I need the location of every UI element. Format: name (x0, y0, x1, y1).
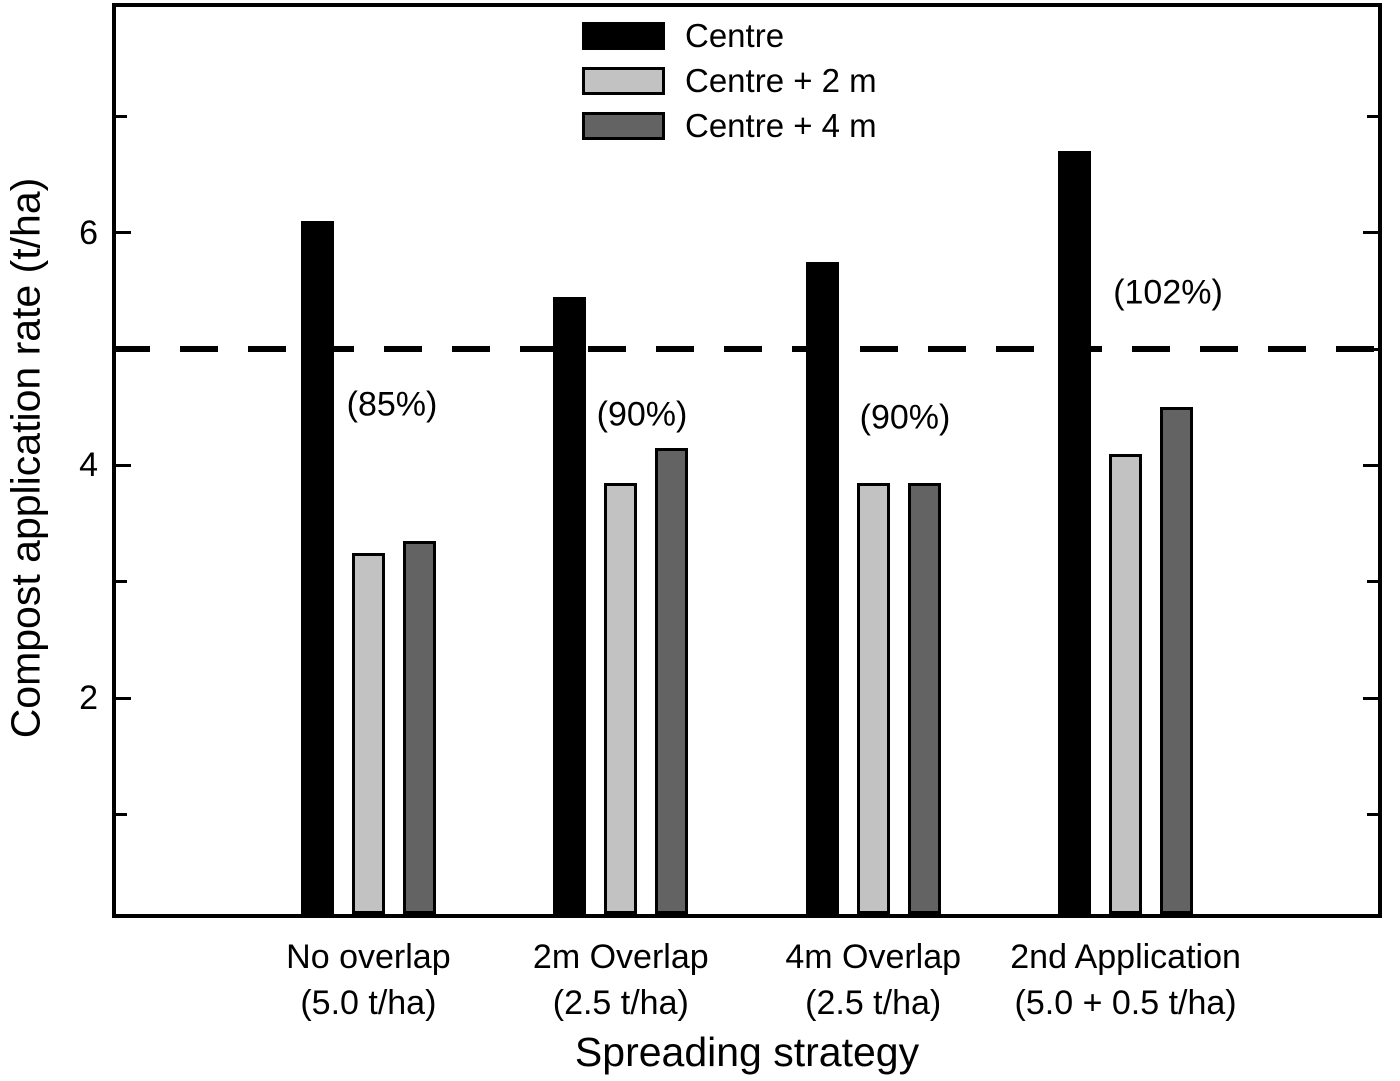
x-category-line-2: (2.5 t/ha) (552, 984, 689, 1022)
bar-centre-2-m-2nd-application (1109, 453, 1143, 914)
y-tick-label-4: 4 (79, 446, 98, 485)
plot-area: Centre Centre + 2 m Centre + 4 m (112, 3, 1400, 918)
x-category-line-2: (5.0 + 0.5 t/ha) (1014, 984, 1237, 1022)
legend-swatch-centre (582, 22, 665, 50)
bar-centre-4-m-4m-overlap (907, 482, 941, 914)
legend-label-centre-4-m: Centre + 4 m (685, 107, 877, 144)
left-axis-tick-2 (116, 696, 131, 700)
x-category-label-no-overlap: No overlap (5.0 t/ha) (286, 934, 450, 1026)
right-axis-tick-2 (1363, 696, 1378, 700)
right-axis-tick-3 (1367, 580, 1378, 584)
annotation-90: (90%) (859, 398, 951, 437)
bar-centre-2nd-application (1058, 151, 1092, 914)
bar-centre-2-m-no-overlap (351, 552, 385, 914)
left-axis-tick-6 (116, 231, 131, 235)
legend-swatch-centre-2-m (582, 67, 665, 95)
x-category-line-1: No overlap (286, 938, 451, 976)
bar-centre-2-m-2m-overlap (604, 482, 638, 914)
legend-label-centre-2-m: Centre + 2 m (685, 62, 877, 99)
x-category-line-2: (2.5 t/ha) (805, 984, 942, 1022)
left-axis-tick-1 (116, 813, 127, 817)
bar-centre-4-m-no-overlap (402, 541, 436, 914)
right-axis-tick-6 (1363, 231, 1378, 235)
x-category-line-1: 2nd Application (1010, 938, 1241, 976)
y-tick-label-6: 6 (79, 213, 98, 252)
right-axis-tick-1 (1367, 813, 1378, 817)
left-axis-tick-5 (116, 347, 127, 351)
x-category-label-2nd-application: 2nd Application (5.0 + 0.5 t/ha) (1010, 934, 1241, 1026)
bar-centre-2-m-4m-overlap (856, 482, 890, 914)
left-axis-tick-4 (116, 463, 131, 467)
bar-centre-no-overlap (300, 220, 334, 914)
legend-swatch-centre-4-m (582, 112, 665, 140)
legend-label-centre: Centre (685, 17, 785, 54)
bar-centre-4-m-2nd-application (1160, 407, 1194, 914)
reference-line-5tha (112, 346, 1400, 352)
x-category-line-2: (5.0 t/ha) (300, 984, 437, 1022)
left-axis-tick-3 (116, 580, 127, 584)
annotation-90: (90%) (596, 395, 688, 434)
x-category-line-1: 2m Overlap (532, 938, 709, 976)
right-axis-tick-4 (1363, 463, 1378, 467)
right-axis-tick-7 (1367, 114, 1378, 118)
annotation-85: (85%) (346, 385, 438, 424)
y-tick-label-2: 2 (79, 679, 98, 718)
x-category-line-1: 4m Overlap (785, 938, 962, 976)
left-axis-tick-7 (116, 114, 127, 118)
x-category-label-4m-overlap: 4m Overlap (2.5 t/ha) (785, 934, 961, 1026)
bar-centre-4-m-2m-overlap (655, 447, 689, 914)
bar-centre-2m-overlap (553, 296, 587, 914)
annotation-102: (102%) (1113, 273, 1223, 312)
bar-centre-4m-overlap (805, 261, 839, 914)
x-axis-title: Spreading strategy (574, 1029, 920, 1075)
x-category-label-2m-overlap: 2m Overlap (2.5 t/ha) (533, 934, 709, 1026)
right-axis-tick-5 (1367, 347, 1378, 351)
